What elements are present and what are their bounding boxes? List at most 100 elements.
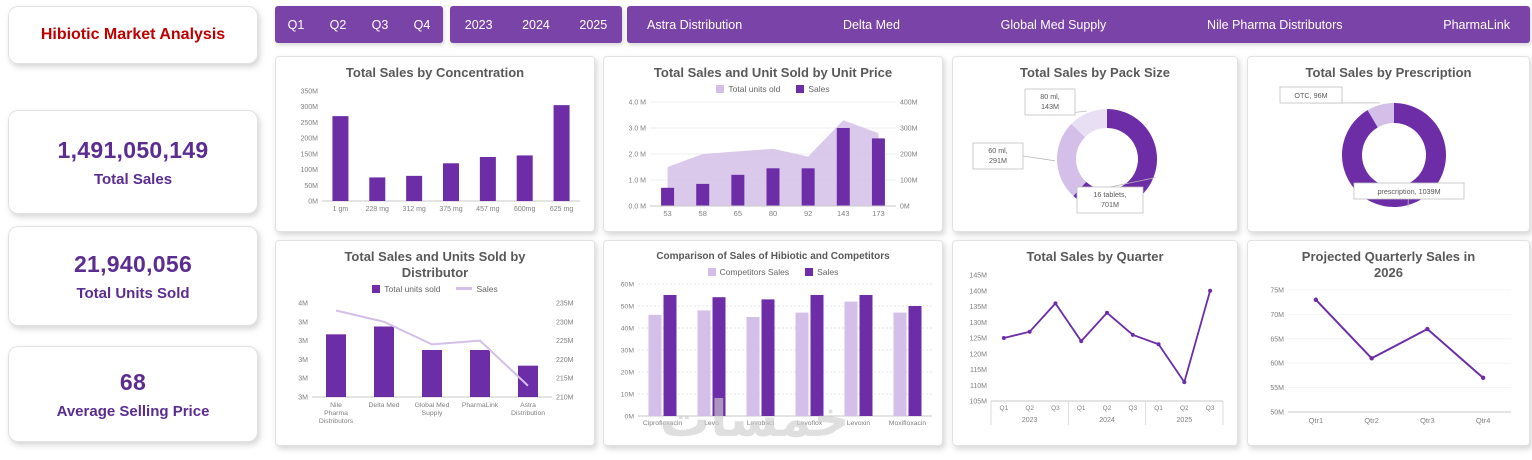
svg-text:200M: 200M (300, 135, 318, 142)
slicer-2024-button[interactable]: 2024 (522, 17, 550, 32)
svg-text:4M: 4M (298, 301, 308, 308)
chart-title-unit-price: Total Sales and Unit Sold by Unit Price (653, 65, 893, 80)
svg-text:Qtr2: Qtr2 (1364, 416, 1379, 425)
svg-text:80: 80 (769, 209, 777, 218)
svg-text:3M: 3M (298, 395, 308, 402)
svg-text:110M: 110M (970, 382, 987, 389)
slicer-global-med-button[interactable]: Global Med Supply (1000, 17, 1107, 32)
svg-text:130M: 130M (969, 319, 987, 326)
kpi-avg-price-value: 68 (119, 368, 147, 395)
svg-text:230M: 230M (556, 319, 574, 326)
dashboard-title-card: Hibiotic Market Analysis (8, 6, 258, 64)
svg-text:0M: 0M (625, 414, 635, 421)
svg-text:50M: 50M (304, 182, 318, 189)
svg-text:3M: 3M (298, 376, 308, 383)
chart-card-distributor: Total Sales and Units Sold by Distributo… (275, 240, 595, 446)
svg-text:75M: 75M (1270, 288, 1284, 295)
legend-label: Total units sold (384, 283, 441, 294)
svg-text:16 tablets,: 16 tablets, (1093, 190, 1126, 199)
slicer-pharmalink-button[interactable]: PharmaLink (1443, 17, 1510, 32)
legend-swatch (456, 287, 473, 290)
legend-item: Competitors Sales (707, 267, 789, 277)
svg-text:Astra: Astra (520, 402, 536, 409)
svg-text:60M: 60M (621, 282, 635, 289)
svg-text:100M: 100M (900, 177, 918, 184)
svg-text:20M: 20M (621, 370, 635, 377)
kpi-total-units-sold: 21,940,056 Total Units Sold (8, 226, 258, 326)
svg-text:0M: 0M (308, 198, 318, 205)
legend-label: Sales (817, 266, 839, 277)
svg-text:55M: 55M (1270, 385, 1284, 392)
legend-swatch (372, 284, 381, 293)
chart-card-prescription: Total Sales by Prescription prescription… (1247, 56, 1530, 232)
kpi-total-sales: 1,491,050,149 Total Sales (8, 110, 258, 214)
svg-text:60M: 60M (1270, 361, 1284, 368)
svg-text:235M: 235M (556, 301, 574, 308)
unit-price-chart-legend: Total units old Sales (716, 83, 830, 96)
svg-text:Levobact: Levobact (747, 420, 775, 427)
slicer-2025-button[interactable]: 2025 (579, 17, 608, 32)
projected-sales-line-chart: 50M 55M 60M 65M 70M 75M Qtr1 Qtr2 Qtr3 Qtr4 (1270, 288, 1511, 425)
svg-text:40M: 40M (621, 326, 635, 333)
chart-title-projected: Projected Quarterly Sales in 2026 (1301, 249, 1476, 280)
svg-text:135M: 135M (969, 304, 987, 311)
slicer-astra-button[interactable]: Astra Distribution (647, 17, 743, 32)
slicer-q1-button[interactable]: Q1 (287, 17, 305, 32)
svg-text:105M: 105M (969, 398, 987, 405)
concentration-bar-chart: 0M 50M 100M 150M 200M 250M 300M 350M 1 gm 228 mg 3… (300, 88, 580, 213)
svg-text:2025: 2025 (1177, 417, 1193, 424)
svg-text:115M: 115M (970, 367, 987, 374)
distributor-slicer: Astra Distribution Delta Med Global Med … (627, 6, 1530, 43)
chart-card-comparison: Comparison of Sales of Hibiotic and Comp… (603, 240, 943, 446)
svg-text:Q2: Q2 (1180, 405, 1189, 412)
kpi-total-sales-value: 1,491,050,149 (57, 136, 209, 163)
legend-swatch (796, 85, 805, 94)
svg-text:Q3: Q3 (1128, 405, 1137, 412)
svg-text:PharmaLink: PharmaLink (462, 402, 499, 409)
legend-label: Sales (476, 283, 498, 294)
legend-item: Total units sold (372, 284, 440, 294)
slicer-q4-button[interactable]: Q4 (413, 17, 431, 32)
svg-text:210M: 210M (556, 395, 574, 402)
svg-text:50M: 50M (621, 304, 635, 311)
slicer-nile-pharma-button[interactable]: Nile Pharma Distributors (1207, 17, 1343, 32)
svg-text:400M: 400M (900, 99, 918, 106)
chart-title-prescription: Total Sales by Prescription (1305, 65, 1472, 80)
svg-text:2024: 2024 (1099, 417, 1115, 424)
legend-item: Sales (805, 267, 838, 277)
svg-text:Q1: Q1 (1154, 405, 1163, 412)
svg-text:Levoxin: Levoxin (847, 420, 871, 427)
slicer-2023-button[interactable]: 2023 (464, 17, 493, 32)
svg-text:Levoflox: Levoflox (797, 420, 823, 427)
svg-text:Q1: Q1 (1077, 405, 1086, 412)
svg-text:215M: 215M (556, 376, 574, 383)
svg-text:Q3: Q3 (1051, 405, 1060, 412)
slicer-q3-button[interactable]: Q3 (371, 17, 389, 32)
quarter-slicer: Q1 Q2 Q3 Q4 (275, 6, 443, 43)
svg-text:60 ml,: 60 ml, (988, 146, 1008, 155)
svg-text:Pharma: Pharma (324, 410, 348, 417)
quarterly-sales-line-chart: 105M 110M 115M 120M 125M 130M 135M 140M 145M Q1 Q2… (969, 272, 1224, 425)
svg-text:125M: 125M (969, 335, 987, 342)
legend-item: Sales (796, 84, 830, 94)
svg-text:375 mg: 375 mg (439, 206, 462, 213)
svg-text:1.0 M: 1.0 M (628, 177, 646, 184)
svg-text:Global Med: Global Med (415, 402, 450, 409)
slicer-delta-med-button[interactable]: Delta Med (842, 17, 900, 32)
svg-text:Distribution: Distribution (511, 410, 545, 417)
legend-item: Sales (456, 283, 498, 294)
competitor-comparison-chart: 0M 10M 20M 30M 40M 50M 60M Ciprofloxacin Levo Lev… (621, 282, 932, 427)
svg-text:10M: 10M (621, 392, 635, 399)
svg-text:600mg: 600mg (514, 206, 536, 213)
svg-text:70M: 70M (1270, 312, 1284, 319)
svg-text:Q2: Q2 (1103, 405, 1112, 412)
slicer-q2-button[interactable]: Q2 (329, 17, 347, 32)
chart-card-quarter: Total Sales by Quarter 105M 110M 115M 120M 1… (952, 240, 1238, 446)
svg-text:312 mg: 312 mg (402, 206, 425, 213)
svg-text:0.0 M: 0.0 M (628, 203, 646, 210)
year-slicer: 2023 2024 2025 (450, 6, 622, 43)
svg-text:173: 173 (872, 209, 885, 218)
svg-text:625 mg: 625 mg (550, 206, 573, 213)
svg-text:140M: 140M (969, 288, 987, 295)
